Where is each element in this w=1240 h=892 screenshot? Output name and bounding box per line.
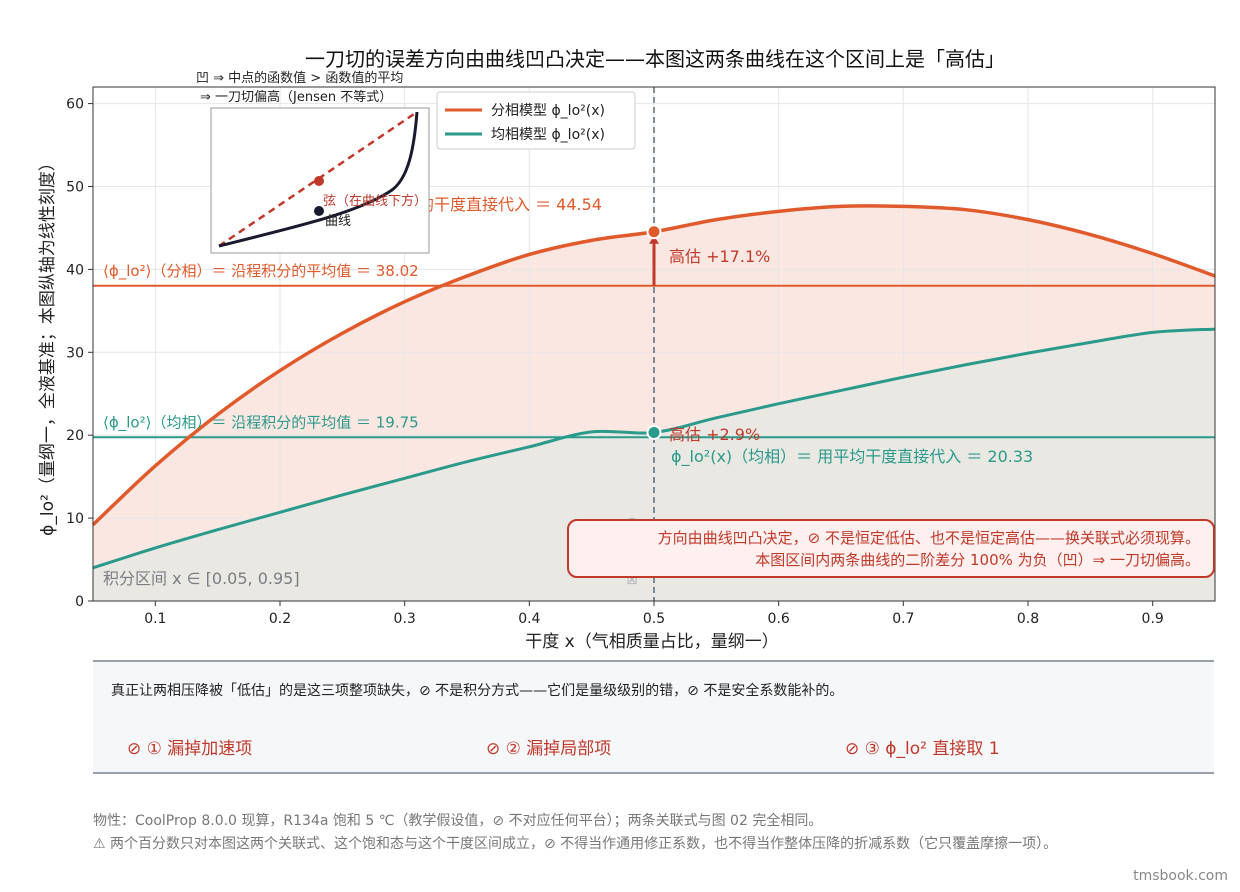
x-tick-label: 0.6 bbox=[768, 611, 790, 627]
y-tick-label: 40 bbox=[66, 262, 84, 278]
range-label: 积分区间 x ∈ [0.05, 0.95] bbox=[103, 569, 300, 588]
x-axis-label: 干度 x（气相质量占比，量纲一） bbox=[525, 632, 778, 652]
inset-chord-midpoint bbox=[314, 176, 324, 186]
footer-note-properties: 物性：CoolProp 8.0.0 现算，R134a 饱和 5 ℃（教学假设值，… bbox=[93, 813, 823, 829]
x-tick-label: 0.9 bbox=[1142, 611, 1164, 627]
y-tick-label: 60 bbox=[66, 97, 84, 113]
y-tick-label: 50 bbox=[66, 179, 84, 195]
point-label-homogeneous: ϕ_lo²(x)（均相）＝ 用平均干度直接代入 ＝ 20.33 bbox=[671, 447, 1033, 467]
chart-title: 一刀切的误差方向由曲线凹凸决定——本图这两条曲线在这个区间上是「高估」 bbox=[305, 47, 1005, 71]
mean-line-label-0: ⟨ϕ_lo²⟩（分相）＝ 沿程积分的平均值 ＝ 38.02 bbox=[103, 262, 419, 281]
inset-chord-label: 弦（在曲线下方） bbox=[323, 193, 427, 209]
panel-heading: 真正让两相压降被「低估」的是这三项整项缺失，⊘ 不是积分方式——它们是量级级别的… bbox=[111, 683, 844, 699]
annotations: ⟨ϕ_lo²⟩（分相）＝ 沿程积分的平均值 ＝ 38.02 ⟨ϕ_lo²⟩（均相）… bbox=[38, 47, 1215, 652]
x-tick-label: 0.1 bbox=[144, 611, 166, 627]
y-tick-label: 30 bbox=[66, 345, 84, 361]
x-tick-label: 0.5 bbox=[643, 611, 665, 627]
point-markers bbox=[646, 224, 662, 440]
x-tick-label: 0.4 bbox=[518, 611, 540, 627]
summary-panel: 真正让两相压降被「低估」的是这三项整项缺失，⊘ 不是积分方式——它们是量级级别的… bbox=[93, 660, 1214, 774]
mean-line-label-1: ⟨ϕ_lo²⟩（均相）＝ 沿程积分的平均值 ＝ 19.75 bbox=[103, 413, 419, 432]
legend: 分相模型 ϕ_lo²(x) 均相模型 ϕ_lo²(x) bbox=[436, 91, 636, 150]
delta-label-separated: 高估 +17.1% bbox=[669, 247, 770, 266]
concavity-note-box bbox=[567, 519, 1215, 578]
axes: 0.1 0.2 0.3 0.4 0.5 0.6 0.7 0.8 0.9 0 10 20 30 40 50 60 bbox=[66, 86, 1216, 627]
watermark: tmsbook.com bbox=[1133, 868, 1228, 884]
inset-curve-label: 曲线 bbox=[325, 214, 351, 229]
x-tick-label: 0.8 bbox=[1017, 611, 1039, 627]
inset-curve-midpoint bbox=[314, 206, 324, 216]
chart: 0.1 0.2 0.3 0.4 0.5 0.6 0.7 0.8 0.9 0 10 20 30 40 50 60… bbox=[38, 47, 1216, 652]
x-tick-label: 0.3 bbox=[394, 611, 416, 627]
y-tick-label: 10 bbox=[66, 511, 84, 527]
faint-mark-2: ⊠ bbox=[626, 572, 638, 588]
concavity-note-line2: 本图区间内两条曲线的二阶差分 100% 为负（凹）⇒ 一刀切偏高。 bbox=[755, 551, 1200, 569]
legend-entry-1: 均相模型 ϕ_lo²(x) bbox=[491, 127, 605, 143]
inset-chord bbox=[218, 110, 418, 248]
series-line-separated bbox=[91, 204, 1216, 527]
panel-item-phi: ⊘ ③ ϕ_lo² 直接取 1 bbox=[845, 739, 1000, 759]
concavity-note-line1: 方向由曲线凹凸决定，⊘ 不是恒定低估、也不是恒定高估——换关联式必须现算。 bbox=[658, 529, 1200, 547]
point-marker-1 bbox=[646, 424, 662, 440]
inset-title-1: 凹 ⇒ 中点的函数值 > 函数值的平均 bbox=[196, 70, 403, 86]
panel-item-local: ⊘ ② 漏掉局部项 bbox=[486, 739, 612, 759]
panel-item-acceleration: ⊘ ① 漏掉加速项 bbox=[127, 739, 253, 759]
inset-title-2: ⇒ 一刀切偏高（Jensen 不等式） bbox=[200, 89, 392, 105]
legend-entry-0: 分相模型 ϕ_lo²(x) bbox=[491, 103, 605, 119]
inset-diagram: 凹 ⇒ 中点的函数值 > 函数值的平均 ⇒ 一刀切偏高（Jensen 不等式） 弦（… bbox=[196, 70, 430, 254]
delta-label-homogeneous: 高估 +2.9% bbox=[669, 425, 760, 444]
y-tick-label: 20 bbox=[66, 428, 84, 444]
x-tick-label: 0.7 bbox=[892, 611, 914, 627]
legend-box bbox=[436, 91, 636, 150]
plot-frame bbox=[92, 86, 1216, 602]
y-axis-label: ϕ_lo²（量纲一，全液基准；本图纵轴为线性刻度） bbox=[38, 154, 58, 536]
point-label-separated: 均干度直接代入 ＝ 44.54 bbox=[418, 195, 602, 214]
inset-curve bbox=[218, 111, 419, 248]
point-marker-0 bbox=[646, 224, 662, 240]
series-lines bbox=[91, 204, 1216, 570]
y-tick-label: 0 bbox=[75, 594, 84, 610]
x-tick-label: 0.2 bbox=[269, 611, 291, 627]
footer-note-warning: ⚠ 两个百分数只对本图这两个关联式、这个饱和态与这个干度区间成立，⊘ 不得当作通… bbox=[93, 836, 1058, 852]
arrowhead-separated bbox=[649, 235, 659, 244]
series-line-homogeneous bbox=[92, 327, 1216, 570]
